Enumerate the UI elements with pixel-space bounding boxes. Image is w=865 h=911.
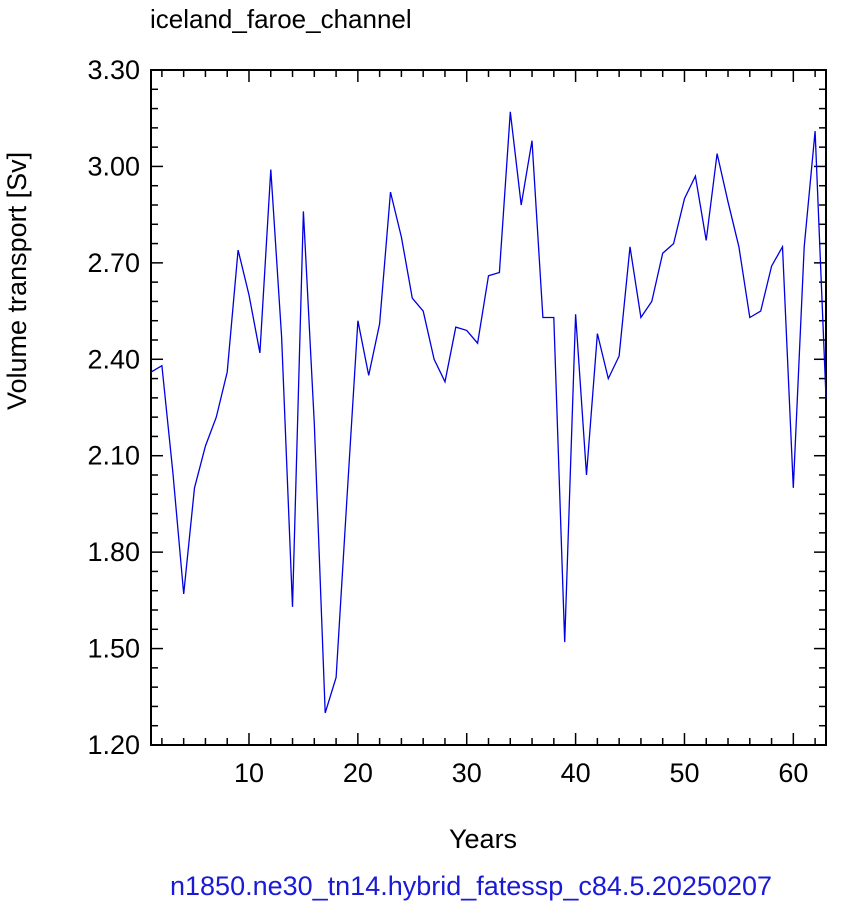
data-point [804, 246, 805, 247]
data-point [662, 253, 663, 254]
data-point [760, 310, 761, 311]
data-point [150, 372, 151, 373]
data-point [390, 192, 391, 193]
data-point [335, 677, 336, 678]
data-point [488, 275, 489, 276]
y-tick-label: 3.00 [87, 151, 140, 181]
data-point [499, 272, 500, 273]
data-point [542, 317, 543, 318]
data-point [510, 111, 511, 112]
data-point [325, 712, 326, 713]
data-point [521, 204, 522, 205]
data-point [825, 397, 826, 398]
data-point [553, 317, 554, 318]
series-line [150, 111, 827, 714]
data-point [423, 310, 424, 311]
data-point [586, 474, 587, 475]
data-point [172, 471, 173, 472]
data-point [706, 240, 707, 241]
data-point [738, 246, 739, 247]
data-point [346, 497, 347, 498]
data-point [727, 201, 728, 202]
data-point [629, 246, 630, 247]
x-tick-label: 20 [343, 758, 373, 788]
x-tick-label: 50 [669, 758, 699, 788]
data-point [782, 246, 783, 247]
data-point [314, 423, 315, 424]
y-tick-label: 1.20 [87, 730, 140, 760]
x-tick-label: 40 [561, 758, 591, 788]
case-label: n1850.ne30_tn14.hybrid_fatessp_c84.5.202… [170, 871, 773, 901]
y-tick-label: 1.50 [87, 634, 140, 664]
data-point [433, 359, 434, 360]
y-tick-label: 2.10 [87, 441, 140, 471]
data-series [150, 111, 827, 714]
data-point [673, 243, 674, 244]
chart-title: iceland_faroe_channel [150, 4, 412, 34]
y-axis-label: Volume transport [Sv] [2, 151, 32, 410]
data-point [793, 487, 794, 488]
x-tick-label: 30 [452, 758, 482, 788]
data-point [357, 320, 358, 321]
data-point [292, 606, 293, 607]
data-point [237, 249, 238, 250]
data-point [368, 375, 369, 376]
x-tick-label: 60 [778, 758, 808, 788]
data-point [248, 294, 249, 295]
y-tick-label: 1.80 [87, 537, 140, 567]
y-tick-label: 2.40 [87, 344, 140, 374]
data-point [303, 211, 304, 212]
data-point [161, 365, 162, 366]
data-point [575, 314, 576, 315]
data-point [194, 487, 195, 488]
data-point [379, 323, 380, 324]
plot-axes: 1.20 1.50 1.80 2.10 2.40 2.70 3.00 3.30 10 20 30 40… [87, 55, 827, 788]
data-point [412, 298, 413, 299]
data-point [749, 317, 750, 318]
data-point [205, 445, 206, 446]
data-point [640, 317, 641, 318]
data-point [531, 140, 532, 141]
data-point [477, 343, 478, 344]
plot-frame [150, 69, 827, 746]
data-point [444, 381, 445, 382]
data-point [281, 336, 282, 337]
data-point [455, 327, 456, 328]
data-point [695, 175, 696, 176]
data-point [771, 265, 772, 266]
x-tick-label: 10 [234, 758, 264, 788]
data-point [466, 330, 467, 331]
data-point [227, 372, 228, 373]
y-tick-label: 3.30 [87, 55, 140, 85]
data-point [815, 130, 816, 131]
data-point [564, 642, 565, 643]
x-axis-label: Years [449, 824, 518, 854]
data-point [717, 153, 718, 154]
data-point [216, 417, 217, 418]
data-point [270, 169, 271, 170]
data-point [183, 593, 184, 594]
data-point [401, 237, 402, 238]
data-point [684, 198, 685, 199]
data-point [608, 378, 609, 379]
data-point [651, 301, 652, 302]
data-point [619, 355, 620, 356]
data-point [259, 352, 260, 353]
y-tick-label: 2.70 [87, 248, 140, 278]
data-point [597, 333, 598, 334]
